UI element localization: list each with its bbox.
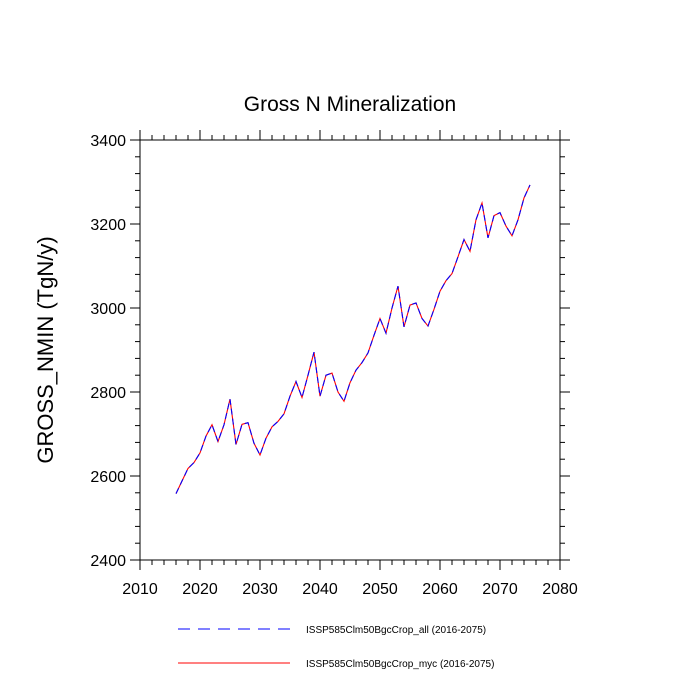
y-tick-label: 2400 [90, 553, 126, 570]
legend-label: ISSP585Clm50BgcCrop_myc (2016-2075) [306, 659, 494, 670]
y-axis-label: GROSS_NMIN (TgN/y) [33, 236, 58, 463]
plot-frame [139, 139, 561, 561]
y-tick-label: 3400 [90, 133, 126, 150]
y-tick-label: 2800 [90, 385, 126, 402]
y-tick-label: 3200 [90, 217, 126, 234]
chart-title: Gross N Mineralization [244, 93, 456, 116]
axis-ticks [130, 130, 570, 570]
axis-tick-labels: 2010 2020 2030 2040 2050 2060 2070 2080 2400 2600… [90, 133, 577, 598]
x-tick-label: 2050 [362, 581, 398, 598]
x-tick-label: 2040 [302, 581, 338, 598]
x-tick-label: 2060 [422, 581, 458, 598]
y-tick-label: 2600 [90, 469, 126, 486]
x-tick-label: 2010 [122, 581, 158, 598]
x-tick-label: 2070 [482, 581, 518, 598]
legend: ISSP585Clm50BgcCrop_all (2016-2075) ISSP5… [178, 625, 494, 670]
x-tick-label: 2020 [182, 581, 218, 598]
series-line-myc [175, 184, 531, 494]
x-tick-label: 2030 [242, 581, 278, 598]
series-group [175, 184, 531, 494]
x-tick-label: 2080 [542, 581, 578, 598]
series-line-all [175, 184, 531, 494]
legend-label: ISSP585Clm50BgcCrop_all (2016-2075) [306, 625, 486, 636]
y-tick-label: 3000 [90, 301, 126, 318]
